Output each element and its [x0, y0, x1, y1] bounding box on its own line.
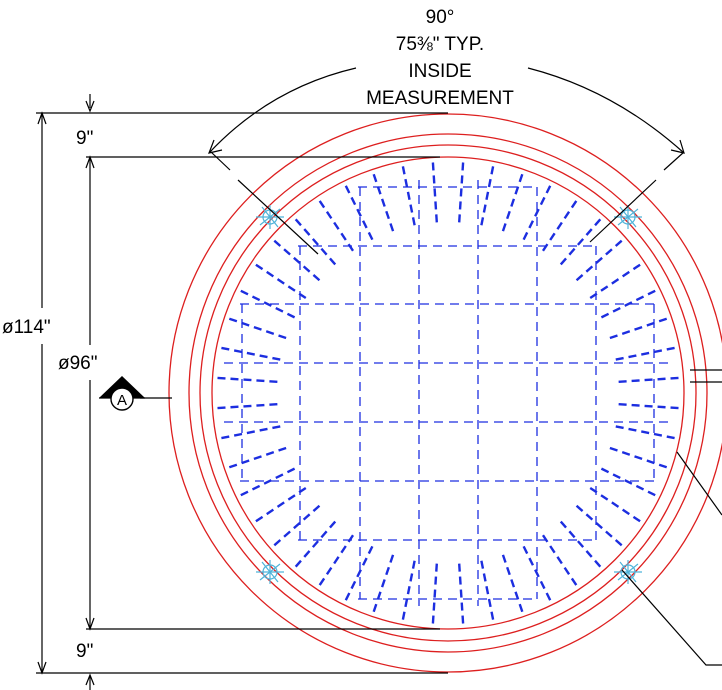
radial-rebar-tick: [217, 402, 281, 410]
radial-rebar-tick: [521, 543, 552, 601]
radial-rebar-tick: [557, 518, 602, 568]
leader-3: [676, 451, 722, 516]
radial-rebar-tick: [615, 376, 679, 384]
radial-rebar-tick: [401, 166, 417, 229]
leader-4: [621, 569, 722, 666]
dimension-lines: [36, 67, 722, 690]
section-marker-circle: [110, 387, 134, 411]
radial-rebar-tick: [598, 466, 656, 497]
angle-dimension-arc-left: [208, 67, 357, 154]
offset-top-arrow: [85, 100, 95, 113]
arc-arrow-right: [670, 139, 685, 154]
ring-3: [199, 144, 697, 642]
radial-rebar-tick: [521, 185, 552, 243]
radial-rebar-tick: [540, 532, 578, 586]
radial-rebar-tick: [294, 518, 339, 568]
concentric-rings: [168, 113, 722, 673]
radial-rebar-tick: [612, 346, 675, 362]
rebar-grid: [224, 180, 672, 606]
arc-length-label: 75⅜" TYP.: [396, 34, 484, 55]
radial-rebar-tick: [228, 317, 290, 341]
radial-rebar-tick: [294, 218, 339, 268]
radial-rebar-tick: [598, 289, 656, 320]
ring-2: [188, 133, 708, 653]
radial-rebar-tick: [431, 560, 439, 624]
radial-rebar-tick: [573, 502, 623, 547]
extension-line-left: [210, 151, 231, 171]
lifting-lugs: [256, 205, 642, 584]
outer-dia-arrow-bottom: [37, 661, 47, 675]
inner-diameter-label: ø96": [58, 353, 97, 374]
measurement-label: MEASUREMENT: [366, 88, 514, 109]
inner-dia-arrow-top: [85, 155, 95, 169]
radial-rebar-tick: [344, 543, 375, 601]
inside-label: INSIDE: [408, 61, 471, 82]
radial-rebar-tick: [318, 200, 356, 254]
lifting-lug-icon: [614, 560, 642, 584]
radial-rebar-tick: [540, 200, 578, 254]
radial-rebar-tick: [372, 173, 396, 235]
radial-rebar-tick: [228, 445, 290, 469]
radial-rebar-tick: [217, 376, 281, 384]
radial-rebar-tick: [221, 424, 284, 440]
radial-rebar-tick: [573, 239, 623, 284]
offset-top-label: 9": [76, 128, 93, 149]
radial-rebar-tick: [615, 402, 679, 410]
lifting-lug-icon: [614, 205, 642, 229]
section-marker-arrowhead: [99, 376, 145, 398]
radial-rebar-tick: [500, 551, 524, 613]
section-cut-arrow-icon: A: [99, 376, 145, 411]
offset-bottom-label: 9": [76, 641, 93, 662]
extension-line-right-2: [589, 179, 657, 243]
radial-rebar-tick: [479, 166, 495, 229]
extension-line-right: [663, 151, 685, 171]
radial-rebar-tick: [273, 239, 323, 284]
arc-arrow-left: [208, 139, 223, 154]
radial-rebar-tick: [587, 485, 641, 523]
section-marker-label: A: [117, 392, 127, 409]
radial-rebar-tick: [221, 346, 284, 362]
offset-bottom-arrow: [85, 673, 95, 686]
angle-label: 90°: [426, 7, 455, 28]
radial-rebar-tick: [344, 185, 375, 243]
radial-rebar-tick: [255, 263, 309, 301]
outer-dia-arrow-top: [37, 111, 47, 125]
radial-rebar-tick: [457, 162, 465, 226]
inner-dia-arrow-bottom: [85, 617, 95, 631]
radial-rebar-tick: [479, 557, 495, 620]
extension-line-left-2: [237, 179, 319, 255]
radial-rebar-tick: [557, 218, 602, 268]
radial-rebar-tick: [457, 560, 465, 624]
radial-rebar-tick: [401, 557, 417, 620]
radial-rebar-tick: [500, 173, 524, 235]
radial-rebar: [217, 162, 679, 624]
lifting-lug-icon: [256, 205, 284, 229]
outer-wall-ring: [168, 113, 722, 673]
radial-rebar-tick: [372, 551, 396, 613]
radial-rebar-tick: [318, 532, 356, 586]
radial-rebar-tick: [606, 317, 668, 341]
outer-diameter-label: ø114": [2, 317, 51, 338]
radial-rebar-tick: [273, 502, 323, 547]
radial-rebar-tick: [431, 162, 439, 226]
lifting-lug-icon: [256, 560, 284, 584]
radial-rebar-tick: [240, 466, 298, 497]
inner-wall-ring: [211, 156, 685, 630]
radial-rebar-tick: [240, 289, 298, 320]
angle-dimension-arc-right: [527, 67, 685, 154]
radial-rebar-tick: [255, 485, 309, 523]
radial-rebar-tick: [612, 424, 675, 440]
radial-rebar-tick: [587, 263, 641, 301]
radial-rebar-tick: [606, 445, 668, 469]
